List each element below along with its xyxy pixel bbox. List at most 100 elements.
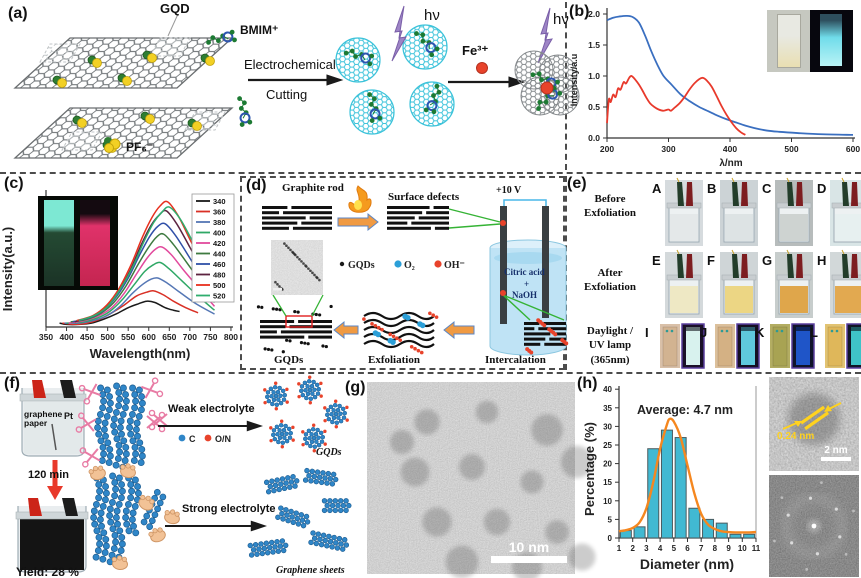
h-y-tick: 25 bbox=[603, 441, 612, 450]
h-x-tick: 3 bbox=[644, 544, 649, 553]
panel-d-scheme: GQDs O₂ OH⁻ (d) Graphite rod Surface defec… bbox=[240, 176, 569, 370]
hrtem-inset: 0.24 nm 2 nm bbox=[769, 377, 859, 471]
c-x-tick: 400 bbox=[59, 332, 73, 342]
tem-scalebar bbox=[491, 556, 567, 563]
b-x-tick: 500 bbox=[784, 144, 798, 154]
h-x-label: Diameter (nm) bbox=[640, 556, 734, 572]
c-y-label: Intensity(a.u.) bbox=[0, 227, 15, 312]
daylight-cuvette-photo bbox=[767, 10, 810, 72]
electrolysis-photo bbox=[720, 249, 758, 318]
graphene-paper-label-2: paper bbox=[24, 418, 48, 428]
panel-b-chart: 200 300 400 500 600 0.0 0.5 1.0 1.5 2.0 λ/nm Intens… bbox=[569, 8, 860, 169]
photo-letter-C: C bbox=[762, 181, 772, 196]
hv1-label: hν bbox=[424, 7, 440, 24]
panel-e-photos: (e) A B C D E F G H I J K L Before Exfoliation After Ex… bbox=[565, 174, 861, 372]
gqds-label: GQDs bbox=[274, 354, 304, 366]
c-x-tick: 450 bbox=[80, 332, 94, 342]
b-y-tick: 0.0 bbox=[588, 133, 600, 143]
b-y-tick: 1.0 bbox=[588, 71, 600, 81]
h-x-tick: 4 bbox=[658, 544, 663, 553]
c-x-tick: 700 bbox=[183, 332, 197, 342]
hist-bar bbox=[633, 526, 646, 539]
panel-d-label: (d) bbox=[246, 177, 267, 194]
b-y-label: Intensity/a.u bbox=[569, 54, 579, 107]
hist-bar bbox=[688, 507, 701, 539]
e-row-label: Daylight / UV lamp (365nm) bbox=[571, 324, 649, 367]
photo-letter-F: F bbox=[707, 253, 715, 268]
e-row-label-line: (365nm) bbox=[590, 353, 630, 366]
f-legend-c: C bbox=[189, 434, 196, 444]
uv-cuvette-photo bbox=[810, 10, 853, 72]
panel-g-image: 10 nm bbox=[367, 382, 596, 578]
voltage-label: +10 V bbox=[496, 185, 522, 196]
photo-letter-J: J bbox=[700, 325, 708, 340]
daylight-uv-cuvette-pair bbox=[715, 323, 760, 369]
electrolysis-photo bbox=[775, 177, 813, 246]
bmim-label: BMIM⁺ bbox=[240, 23, 279, 37]
uv-cuvette bbox=[820, 14, 842, 66]
b-x-tick: 600 bbox=[846, 144, 860, 154]
cutting-label: Cutting bbox=[266, 87, 308, 102]
d-legend-label: GQDs bbox=[348, 260, 375, 271]
h-x-tick: 6 bbox=[685, 544, 690, 553]
e-row-label-line: Exfoliation bbox=[584, 281, 636, 294]
b-x-tick: 300 bbox=[661, 144, 675, 154]
graphene-sheets-label: Graphene sheets bbox=[276, 565, 345, 576]
yield-label: Yield: 28 % bbox=[16, 565, 79, 578]
panel-d-graphic: GQDs O₂ OH⁻ bbox=[256, 185, 569, 356]
h-x-tick: 9 bbox=[726, 544, 731, 553]
c-legend-item: 500 bbox=[213, 281, 226, 290]
daylight-uv-cuvette-pair bbox=[825, 323, 861, 369]
electrolysis-photo bbox=[665, 177, 703, 246]
photo-letter-A: A bbox=[652, 181, 662, 196]
electrolyte-line3: NaOH bbox=[512, 290, 538, 300]
h-y-tick: 20 bbox=[603, 460, 612, 469]
c-legend-item: 360 bbox=[213, 207, 226, 216]
h-y-tick: 5 bbox=[608, 515, 613, 524]
panel-e-label: (e) bbox=[567, 175, 587, 192]
c-legend-item: 520 bbox=[213, 291, 226, 300]
panel-e-grid: A B C D E F G H I J K L Before Exfoliation After Exfoli… bbox=[565, 174, 861, 372]
strong-electrolyte-label: Strong electrolyte bbox=[182, 503, 276, 515]
divider-top bbox=[0, 172, 861, 174]
electrolysis-photo bbox=[830, 177, 861, 246]
graphite-rod-label: Graphite rod bbox=[282, 182, 344, 194]
panel-g-tem: 10 nm (g) bbox=[345, 374, 596, 578]
h-y-tick: 15 bbox=[603, 478, 612, 487]
panel-h-label: (h) bbox=[577, 375, 598, 392]
c-x-tick: 750 bbox=[203, 332, 217, 342]
photo-letter-G: G bbox=[762, 253, 773, 268]
daylight-cuvette bbox=[777, 14, 801, 68]
divider-bottom bbox=[0, 372, 861, 374]
c-x-tick: 650 bbox=[162, 332, 176, 342]
gqds-product-label: GQDs bbox=[316, 447, 342, 458]
b-x-tick: 400 bbox=[723, 144, 737, 154]
panel-f-label: (f) bbox=[4, 375, 20, 392]
electrolysis-photo bbox=[830, 249, 861, 318]
panel-a-scheme: (a) GQD BMIM⁺ PF₆⁻ Electrochemical Cutti… bbox=[0, 0, 580, 172]
h-x-tick: 1 bbox=[617, 544, 622, 553]
hv2-label: hν bbox=[553, 11, 569, 28]
d-legend-label: OH⁻ bbox=[444, 260, 465, 271]
panel-b-label: (b) bbox=[569, 3, 590, 20]
photo-letter-I: I bbox=[645, 325, 649, 340]
c-x-tick: 800 bbox=[224, 332, 238, 342]
d-legend-label: O₂ bbox=[404, 260, 415, 271]
pt-label: Pt bbox=[64, 411, 73, 421]
photo-letter-D: D bbox=[817, 181, 827, 196]
photo-letter-L: L bbox=[810, 325, 818, 340]
panel-c-label: (c) bbox=[4, 175, 24, 192]
fft-inset bbox=[769, 475, 859, 577]
photo-letter-E: E bbox=[652, 253, 661, 268]
e-row-label-line: After bbox=[597, 267, 623, 279]
h-y-tick: 30 bbox=[603, 422, 612, 431]
panel-h-histogram: 0 5 10 15 20 25 30 35 40 1 2 3 4 5 6 7 8 9 10 11 Average: 4.… bbox=[577, 374, 861, 578]
panel-c-inset-photo bbox=[38, 196, 118, 290]
f-legend-on: O/N bbox=[215, 434, 231, 444]
c-x-label: Wavelength(nm) bbox=[90, 346, 191, 361]
hist-bar bbox=[647, 448, 660, 539]
c-legend-item: 480 bbox=[213, 270, 226, 279]
weak-electrolyte-label: Weak electrolyte bbox=[168, 403, 255, 415]
time-label: 120 min bbox=[28, 469, 69, 481]
h-y-tick: 10 bbox=[603, 497, 612, 506]
